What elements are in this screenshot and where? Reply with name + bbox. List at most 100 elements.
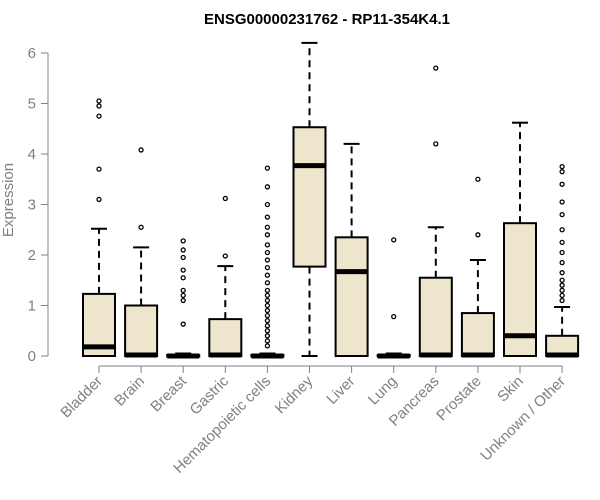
boxplot: [376, 237, 411, 359]
y-tick-label: 3: [28, 197, 36, 214]
outlier-point: [264, 249, 271, 256]
outlier-point: [180, 238, 186, 244]
outlier-point: [264, 292, 271, 299]
outlier-point: [264, 232, 271, 238]
outlier-point: [180, 267, 186, 273]
x-tick-label: Prostate: [433, 373, 485, 425]
y-tick-label: 0: [28, 348, 36, 365]
box: [124, 304, 159, 357]
outlier-point: [559, 277, 565, 283]
outlier-point: [391, 313, 397, 320]
x-tick-label: Breast: [147, 372, 190, 415]
outlier-point: [96, 196, 102, 203]
outlier-point: [475, 176, 481, 182]
outlier-point: [264, 214, 271, 220]
outlier-point: [559, 181, 565, 187]
boxplot: [208, 195, 243, 358]
boxplot: [292, 41, 327, 357]
outlier-point: [559, 270, 565, 276]
box: [418, 276, 453, 358]
outlier-point: [264, 165, 271, 171]
outlier-point: [391, 237, 397, 243]
outlier-point: [264, 333, 271, 339]
outlier-point: [559, 259, 565, 266]
outlier-point: [559, 211, 565, 218]
outlier-point: [222, 253, 228, 259]
x-tick-label: Brain: [111, 373, 148, 410]
y-tick-label: 4: [28, 146, 36, 163]
outlier-point: [222, 195, 228, 202]
outlier-point: [433, 141, 439, 147]
outlier-point: [559, 249, 565, 256]
outlier-point: [96, 103, 102, 109]
outlier-point: [264, 338, 271, 344]
box: [292, 126, 327, 268]
boxplot: [334, 142, 369, 357]
x-tick-label: Liver: [323, 373, 358, 408]
outlier-point: [138, 224, 144, 230]
outlier-point: [559, 282, 565, 288]
x-tick-label: Skin: [494, 373, 527, 406]
y-tick-label: 1: [28, 298, 36, 315]
outlier-point: [264, 257, 271, 263]
boxplot: [418, 65, 453, 358]
outlier-point: [559, 239, 565, 246]
outlier-point: [180, 292, 186, 299]
outlier-point: [180, 297, 186, 304]
boxplot: [460, 176, 495, 358]
outlier-point: [264, 201, 271, 208]
boxplot: [166, 238, 201, 359]
outlier-point: [559, 292, 565, 299]
outlier-point: [264, 323, 271, 329]
outlier-point: [264, 184, 271, 190]
boxplot: [545, 163, 580, 358]
outlier-point: [180, 287, 186, 294]
outlier-point: [264, 264, 271, 271]
y-tick-label: 2: [28, 247, 36, 264]
outlier-point: [264, 272, 271, 278]
outlier-point: [264, 280, 271, 286]
outlier-point: [180, 247, 186, 253]
outlier-point: [96, 166, 102, 172]
x-tick-label: Bladder: [57, 373, 106, 422]
outlier-point: [180, 275, 186, 281]
boxplot: [82, 98, 116, 358]
outlier-point: [264, 343, 271, 349]
x-tick-label: Lung: [365, 373, 401, 409]
outlier-point: [559, 199, 565, 205]
outlier-point: [264, 302, 271, 309]
outlier-point: [180, 321, 186, 327]
y-tick-label: 5: [28, 96, 36, 113]
box: [208, 318, 243, 358]
boxplots: [82, 41, 580, 359]
chart-title: ENSG00000231762 - RP11-354K4.1: [204, 11, 450, 28]
outlier-point: [96, 98, 102, 104]
outlier-point: [264, 297, 271, 304]
outlier-point: [264, 242, 271, 248]
outlier-point: [96, 113, 102, 119]
outlier-point: [264, 317, 271, 324]
outlier-point: [180, 254, 186, 261]
outlier-point: [264, 312, 271, 319]
outlier-point: [559, 297, 565, 304]
outlier-point: [264, 328, 271, 334]
boxplot: [250, 165, 285, 359]
y-axis: 0 1 2 3 4 5 6: [28, 45, 49, 365]
outlier-point: [559, 169, 565, 175]
outlier-point: [138, 147, 144, 153]
outlier-point: [559, 287, 565, 294]
outlier-point: [264, 307, 271, 314]
y-tick-label: 6: [28, 45, 36, 62]
y-axis-label: Expression: [0, 163, 17, 237]
outlier-point: [559, 163, 565, 170]
outlier-point: [264, 224, 271, 230]
boxplot: [503, 121, 537, 357]
box: [334, 236, 369, 357]
x-tick-label: Kidney: [272, 372, 317, 417]
outlier-point: [264, 287, 271, 294]
outlier-point: [475, 232, 481, 238]
boxplot: [124, 147, 159, 358]
outlier-point: [559, 227, 565, 233]
